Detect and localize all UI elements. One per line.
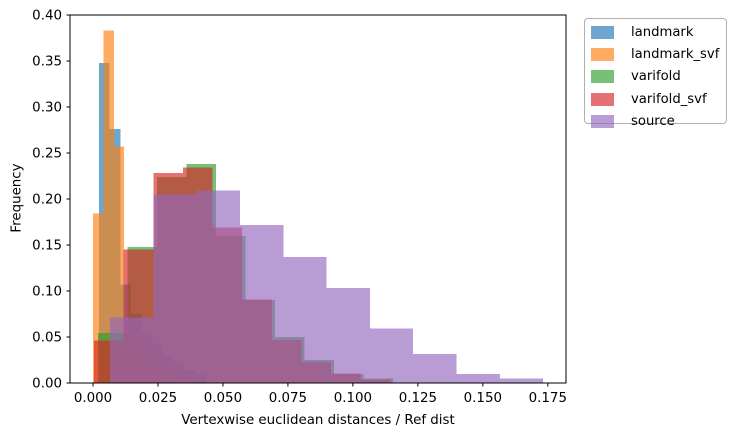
legend-item-landmark: landmark [585,21,726,43]
hist-series-landmark_svf [93,30,197,383]
legend-item-varifold-svf: varifold_svf [585,88,726,110]
y-tick-label: 0.30 [32,101,62,116]
x-tick-label: 0.000 [74,391,112,406]
x-tick-label: 0.100 [334,391,372,406]
legend-item-source: source [585,110,726,132]
y-tick-label: 0.25 [32,147,62,162]
y-tick-label: 0.10 [32,285,62,300]
legend-label-landmark: landmark [631,24,694,40]
y-tick-label: 0.00 [32,377,62,392]
hist-series-source [110,190,544,383]
legend-swatch-varifold [591,70,614,84]
x-tick-label: 0.050 [204,391,242,406]
y-tick-label: 0.35 [32,55,62,70]
legend-swatch-landmark [591,25,614,39]
y-tick-label: 0.20 [32,193,62,208]
axes-frame [69,14,567,384]
legend-swatch-landmark-svf [591,47,614,61]
legend-item-landmark-svf: landmark_svf [585,43,726,65]
legend-swatch-source [591,114,614,128]
x-tick-label: 0.175 [529,391,567,406]
legend-swatch-varifold-svf [591,92,614,106]
legend-label-source: source [631,113,675,129]
legend-label-varifold: varifold [631,69,681,85]
legend: landmark landmark_svf varifold varifold_… [584,18,727,129]
y-tick-label: 0.05 [32,331,62,346]
legend-item-varifold: varifold [585,66,726,88]
x-tick-label: 0.075 [269,391,307,406]
y-tick-label: 0.40 [32,9,62,24]
x-tick-label: 0.150 [464,391,502,406]
x-tick-label: 0.125 [399,391,437,406]
legend-label-varifold-svf: varifold_svf [631,91,707,107]
y-axis-label: Frequency [9,163,25,233]
y-tick-label: 0.15 [32,239,62,254]
legend-label-landmark-svf: landmark_svf [631,46,720,62]
x-axis-label: Vertexwise euclidean distances / Ref dis… [181,413,455,428]
x-tick-label: 0.025 [139,391,177,406]
